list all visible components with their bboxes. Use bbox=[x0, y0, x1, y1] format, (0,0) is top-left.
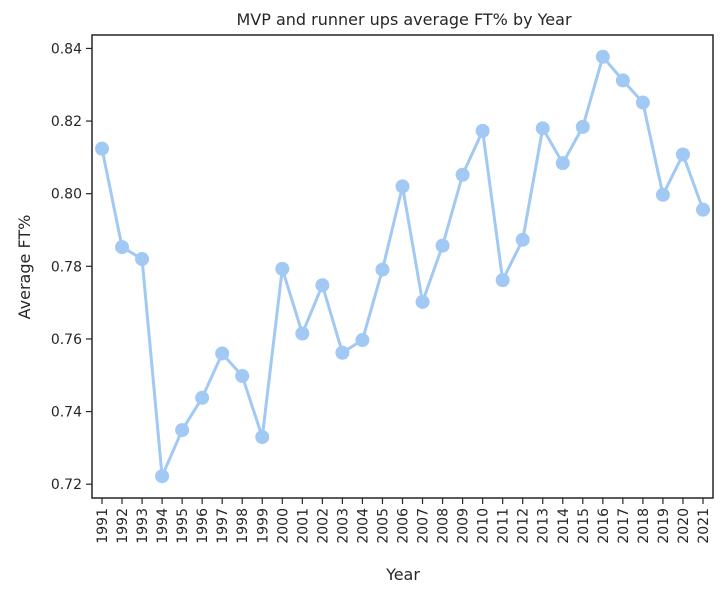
y-tick-label: 0.72 bbox=[51, 477, 82, 493]
y-tick-label: 0.74 bbox=[51, 405, 82, 421]
x-tick-label: 1996 bbox=[195, 508, 211, 544]
x-tick-label: 2006 bbox=[396, 508, 412, 544]
data-point bbox=[535, 121, 550, 136]
x-tick-label: 2004 bbox=[355, 508, 371, 544]
x-tick-label: 2009 bbox=[456, 508, 472, 544]
data-point bbox=[696, 202, 710, 217]
data-point bbox=[155, 469, 170, 484]
data-point bbox=[515, 232, 530, 247]
x-tick-label: 2019 bbox=[656, 508, 672, 544]
x-tick-label: 2016 bbox=[596, 508, 612, 544]
x-tick-label: 2020 bbox=[676, 508, 692, 544]
x-tick-label: 2003 bbox=[335, 508, 351, 544]
data-point bbox=[255, 429, 270, 444]
data-point bbox=[675, 147, 690, 162]
x-axis: 1991 1992 1993 1994 1995 1996 1997 1998 1999 2000… bbox=[95, 498, 712, 544]
x-tick-label: 1991 bbox=[95, 508, 111, 544]
data-point bbox=[95, 141, 109, 156]
data-point bbox=[215, 346, 230, 361]
data-point bbox=[395, 179, 410, 194]
data-point bbox=[495, 273, 510, 288]
x-tick-label: 2010 bbox=[476, 508, 492, 544]
x-axis-label: Year bbox=[385, 565, 420, 584]
x-tick-label: 1993 bbox=[135, 508, 151, 544]
data-point bbox=[615, 73, 630, 88]
y-tick-label: 0.84 bbox=[51, 41, 82, 57]
x-tick-label: 2008 bbox=[436, 508, 452, 544]
series-layer bbox=[95, 49, 710, 484]
x-tick-label: 2000 bbox=[275, 508, 291, 544]
data-point bbox=[635, 95, 650, 110]
x-tick-label: 1999 bbox=[255, 508, 271, 544]
x-tick-label: 2017 bbox=[616, 508, 632, 544]
data-point bbox=[595, 49, 610, 64]
data-point bbox=[135, 252, 150, 267]
x-tick-label: 2018 bbox=[636, 508, 652, 544]
data-point bbox=[455, 167, 470, 182]
x-tick-label: 1998 bbox=[235, 508, 251, 544]
y-tick-label: 0.76 bbox=[51, 332, 82, 348]
data-point bbox=[575, 119, 590, 134]
x-tick-label: 1995 bbox=[175, 508, 191, 544]
x-tick-label: 2021 bbox=[696, 508, 712, 544]
x-tick-label: 2001 bbox=[295, 508, 311, 544]
data-point bbox=[315, 278, 330, 293]
data-point bbox=[235, 368, 250, 383]
x-tick-label: 2015 bbox=[576, 508, 592, 544]
y-tick-label: 0.82 bbox=[51, 114, 82, 130]
chart-title: MVP and runner ups average FT% by Year bbox=[236, 10, 571, 29]
y-axis: 0.72 0.74 0.76 0.78 0.80 0.82 0.84 bbox=[51, 41, 92, 493]
data-point bbox=[195, 390, 210, 405]
x-tick-label: 1994 bbox=[155, 508, 171, 544]
data-point bbox=[115, 240, 130, 255]
x-tick-label: 2014 bbox=[556, 508, 572, 544]
data-point bbox=[415, 294, 430, 309]
x-tick-label: 2002 bbox=[315, 508, 331, 544]
data-point bbox=[475, 123, 490, 138]
y-tick-label: 0.78 bbox=[51, 259, 82, 275]
x-tick-label: 2013 bbox=[536, 508, 552, 544]
data-point bbox=[355, 333, 370, 348]
data-point bbox=[375, 262, 390, 277]
data-point bbox=[175, 423, 190, 438]
x-tick-label: 2012 bbox=[516, 508, 532, 544]
x-tick-label: 1997 bbox=[215, 508, 231, 544]
x-tick-label: 2007 bbox=[416, 508, 432, 544]
y-tick-label: 0.80 bbox=[51, 187, 82, 203]
data-point bbox=[335, 345, 350, 360]
data-point bbox=[295, 326, 310, 341]
data-point bbox=[555, 156, 570, 171]
x-tick-label: 2011 bbox=[496, 508, 512, 544]
data-point bbox=[435, 238, 450, 253]
x-tick-label: 1992 bbox=[115, 508, 131, 544]
data-point bbox=[275, 261, 290, 276]
y-axis-label: Average FT% bbox=[15, 215, 34, 320]
data-point bbox=[655, 187, 670, 202]
x-tick-label: 2005 bbox=[375, 508, 391, 544]
